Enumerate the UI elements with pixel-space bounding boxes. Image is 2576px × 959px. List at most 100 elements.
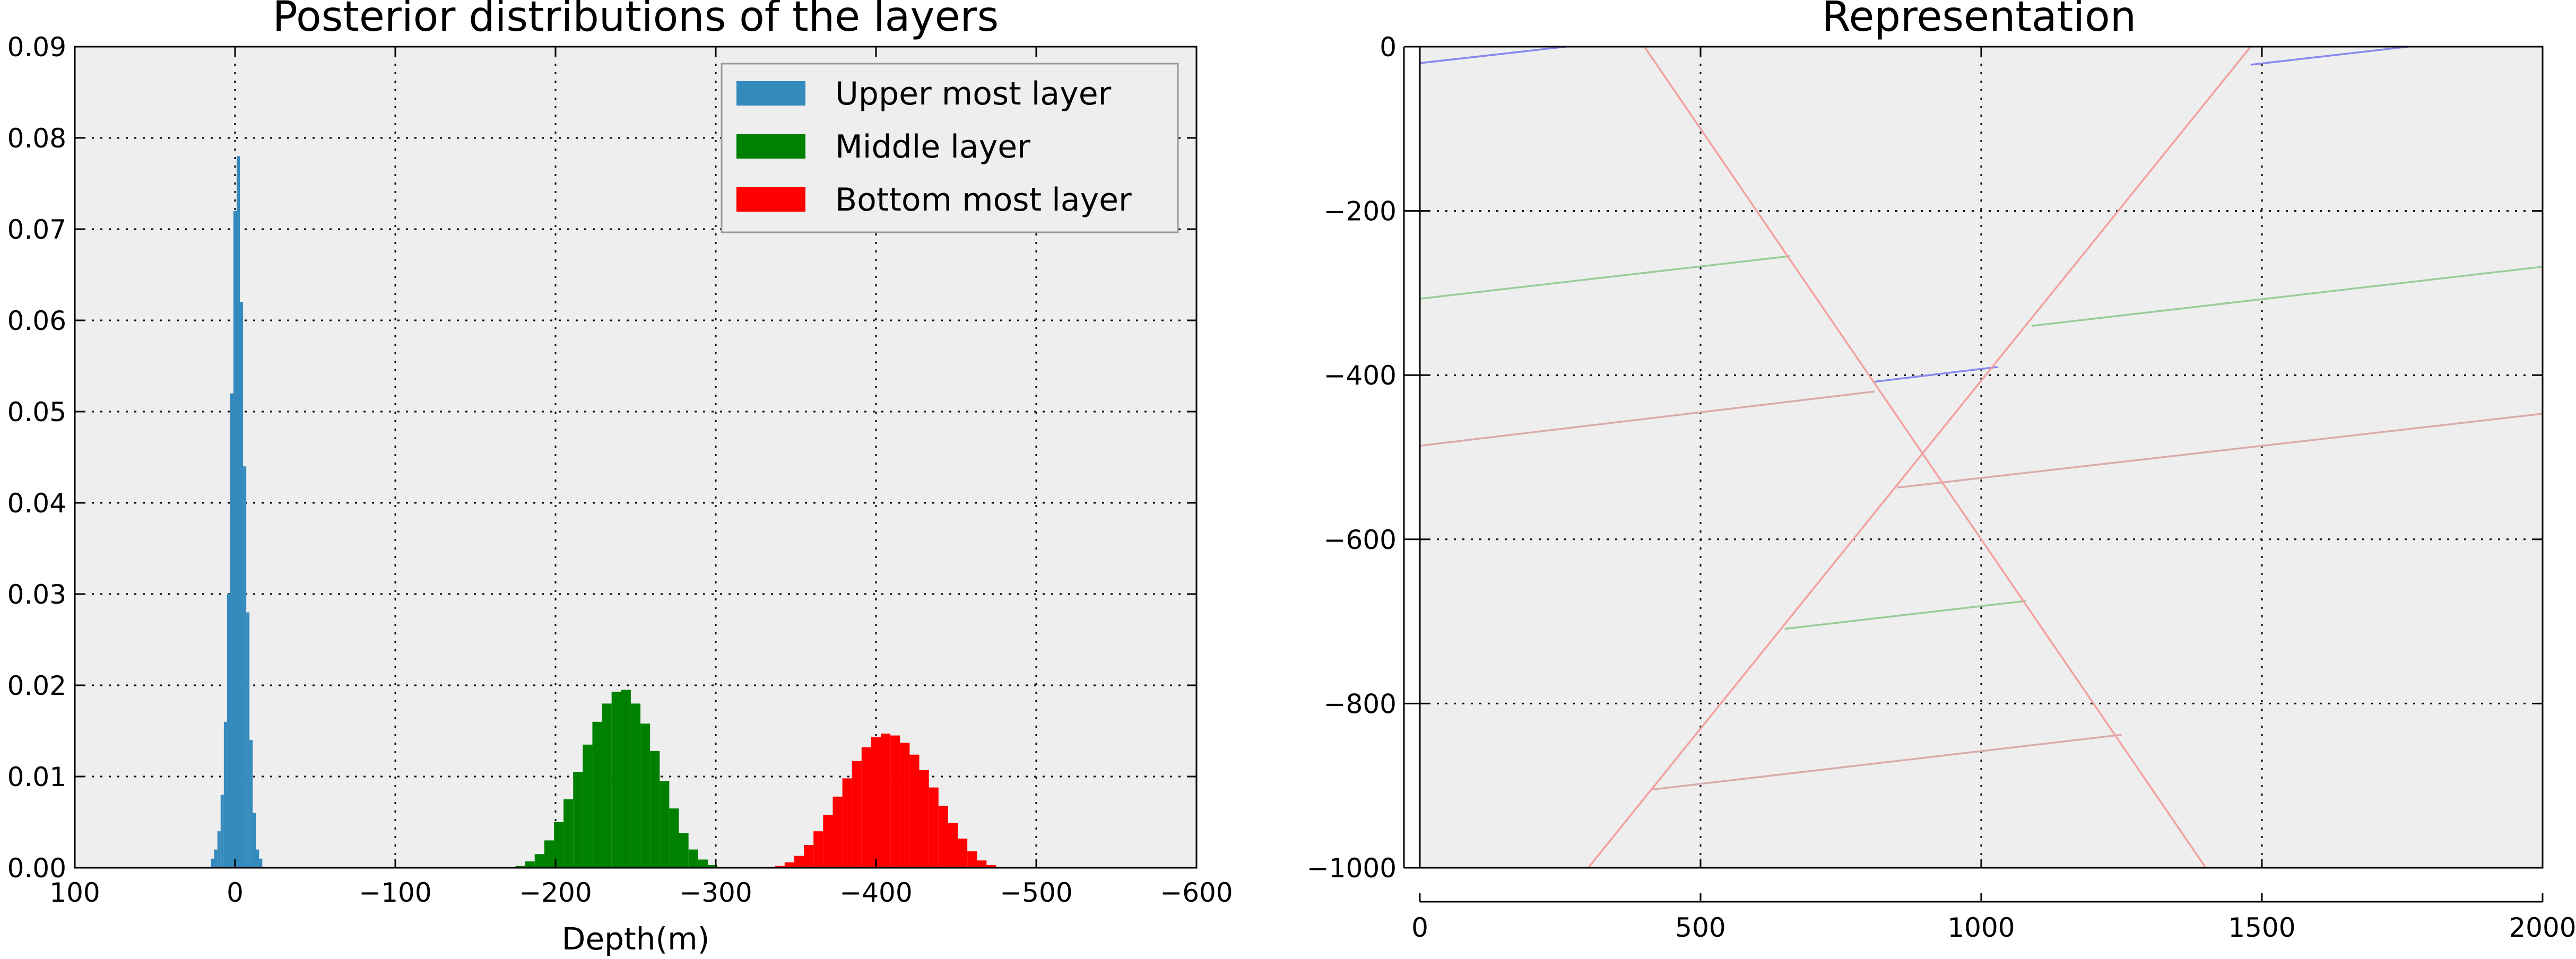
- histogram-bar: [220, 795, 224, 868]
- histogram-bar: [227, 594, 230, 868]
- right-lines: [1419, 46, 2544, 869]
- histogram-bar: [217, 831, 221, 868]
- right-y-tick-label: −800: [1324, 688, 1397, 719]
- left-y-tick-label: 0.06: [7, 306, 66, 336]
- legend-swatch: [736, 81, 805, 106]
- histogram-bar: [775, 866, 785, 868]
- right-x-tick-label: 0: [1411, 912, 1428, 943]
- histogram-bar: [240, 302, 244, 868]
- histogram-bar: [900, 743, 910, 868]
- histogram-bar: [525, 861, 535, 868]
- right-line-2: [1874, 365, 1998, 383]
- left-plot-frame: [74, 46, 1198, 869]
- histogram-bar: [249, 740, 253, 868]
- right-x-axis: 0 500 1000 1500 2000: [1411, 47, 2576, 943]
- histogram-bar: [259, 858, 263, 868]
- histogram-bar: [890, 735, 900, 868]
- right-line-6: [1419, 390, 1875, 447]
- left-x-tick-label: −300: [679, 877, 752, 908]
- right-y-tick-label: 0: [1380, 32, 1397, 63]
- left-y-tick-label: 0.02: [7, 670, 66, 701]
- histogram-bar: [698, 859, 708, 868]
- histogram-bar: [640, 723, 650, 868]
- histogram-bar: [233, 211, 237, 868]
- left-x-tick-label: −600: [1160, 877, 1233, 908]
- right-line-9: [1643, 46, 2207, 868]
- histogram-bar: [583, 744, 593, 868]
- histogram-bar: [977, 860, 987, 868]
- right-line-5: [1784, 600, 2026, 630]
- right-y-tick-label: −400: [1324, 360, 1397, 391]
- histogram-bar: [794, 856, 804, 868]
- histogram-bar: [948, 823, 958, 868]
- histogram-bar: [669, 808, 679, 868]
- histogram-bar: [544, 840, 554, 868]
- histogram-bar: [929, 787, 939, 868]
- histogram-bar: [563, 799, 574, 868]
- histogram-bar: [602, 703, 612, 868]
- histogram-bar: [650, 751, 660, 868]
- histogram-bar: [861, 747, 871, 868]
- legend-label: Middle layer: [835, 128, 1030, 165]
- right-line-10: [1588, 46, 2252, 869]
- histogram-bar: [707, 865, 718, 868]
- left-y-tick-label: 0.07: [7, 214, 66, 245]
- left-x-tick-label: −500: [1000, 877, 1072, 908]
- histogram-bar: [679, 833, 689, 868]
- right-y-ticks: 0 −200 −400 −600 −800 −1000: [1307, 32, 2543, 884]
- histogram-bar: [986, 865, 996, 868]
- left-y-tick-label: 0.03: [7, 579, 66, 610]
- right-line-8: [1650, 734, 2122, 791]
- histogram-bar: [237, 156, 240, 868]
- legend-swatch: [736, 187, 805, 212]
- histogram-bar: [919, 770, 929, 868]
- right-y-tick-label: −1000: [1307, 853, 1397, 884]
- right-x-tick-label: 2000: [2509, 912, 2576, 943]
- histogram-bar: [230, 393, 233, 868]
- right-line-7: [1897, 413, 2543, 489]
- histogram-bar: [823, 815, 833, 868]
- histogram-bar: [813, 831, 823, 868]
- legend: Upper most layer Middle layer Bottom most …: [721, 63, 1179, 233]
- histogram-bar: [852, 761, 862, 868]
- left-y-tick-label: 0.01: [7, 762, 66, 792]
- histogram-bar: [688, 849, 698, 868]
- left-x-tick-label: 0: [227, 877, 244, 908]
- left-chart-title: Posterior distributions of the layers: [273, 0, 999, 41]
- left-y-tick-label: 0.08: [7, 123, 66, 154]
- right-x-tick-label: 1500: [2228, 912, 2295, 943]
- left-x-tick-label: −200: [519, 877, 592, 908]
- histogram-bar: [909, 754, 920, 868]
- histogram-bar: [967, 851, 977, 868]
- histogram-bar: [611, 692, 621, 868]
- right-line-0: [1419, 46, 1566, 64]
- left-x-ticks: 100 0 −100 −200 −300 −400 −500 −600: [49, 47, 1233, 908]
- left-y-tick-label: 0.00: [7, 853, 66, 884]
- histogram-bar: [553, 822, 564, 868]
- histogram-bar: [660, 781, 670, 868]
- left-y-tick-label: 0.04: [7, 488, 66, 519]
- left-y-tick-label: 0.05: [7, 397, 66, 428]
- histogram-series-2: [775, 734, 996, 868]
- left-x-tick-label: −400: [839, 877, 912, 908]
- right-line-1: [2250, 46, 2408, 66]
- legend-swatch: [736, 134, 805, 159]
- legend-label: Upper most layer: [835, 75, 1112, 112]
- left-histogram-bars: [74, 46, 1198, 869]
- histogram-bar: [246, 612, 250, 868]
- left-x-tick-label: −100: [359, 877, 431, 908]
- histogram-bar: [256, 849, 259, 868]
- representation-chart: Representation 0 500 1000 1500 2000 0 −200 −40…: [1307, 0, 2576, 943]
- histogram-bar: [515, 866, 525, 868]
- histogram-bar: [784, 862, 794, 868]
- left-x-axis-label: Depth(m): [562, 921, 709, 957]
- histogram-bar: [534, 854, 544, 868]
- histogram-series-1: [515, 690, 718, 868]
- histogram-bar: [214, 849, 218, 868]
- posterior-histogram-chart: Posterior distributions of the layers 10…: [7, 0, 1233, 957]
- histogram-bar: [211, 858, 214, 868]
- histogram-bar: [243, 466, 247, 868]
- histogram-bar: [842, 778, 852, 868]
- right-y-tick-label: −600: [1324, 525, 1397, 555]
